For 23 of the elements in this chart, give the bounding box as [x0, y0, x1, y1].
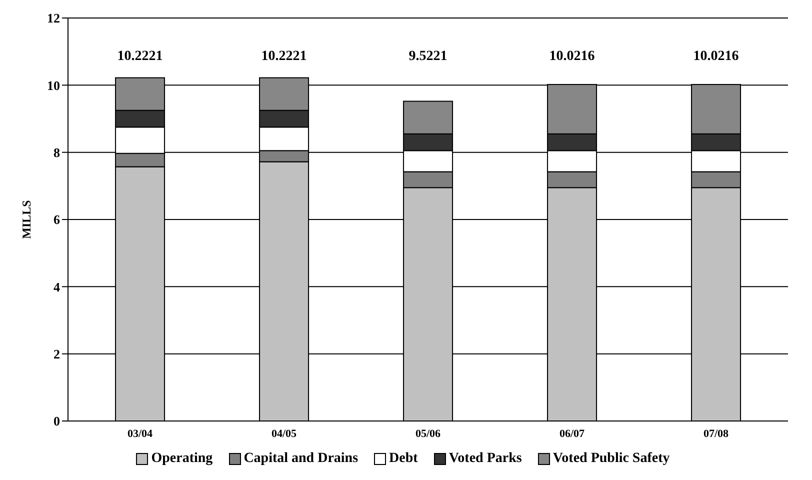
x-tick-label: 06/07 — [559, 428, 586, 440]
total-label: 10.0216 — [549, 49, 595, 64]
y-tick-label: 4 — [54, 279, 60, 294]
y-axis-title: MILLS — [19, 200, 34, 239]
legend-label: Voted Public Safety — [552, 451, 670, 467]
legend-label: Debt — [388, 451, 418, 467]
y-tick-label: 8 — [54, 144, 60, 160]
x-tick-label: 05/06 — [415, 428, 442, 440]
total-label: 10.2221 — [261, 49, 307, 64]
y-tick-label: 0 — [54, 414, 60, 429]
y-tick-label: 10 — [47, 78, 60, 93]
legend-label: Operating — [150, 451, 213, 467]
total-label: 10.2221 — [117, 49, 163, 64]
x-tick-label: 07/08 — [703, 428, 730, 440]
y-tick-label: 12 — [47, 10, 60, 26]
legend-label: Capital and Drains — [242, 451, 358, 467]
total-label: 9.5221 — [408, 49, 448, 64]
x-tick-label: 04/05 — [271, 428, 298, 440]
x-tick-label: 03/04 — [127, 428, 154, 440]
y-tick-label: 2 — [54, 346, 60, 362]
y-tick-label: 6 — [54, 212, 60, 228]
legend-label: Voted Parks — [448, 451, 522, 467]
total-label: 10.0216 — [693, 49, 739, 64]
